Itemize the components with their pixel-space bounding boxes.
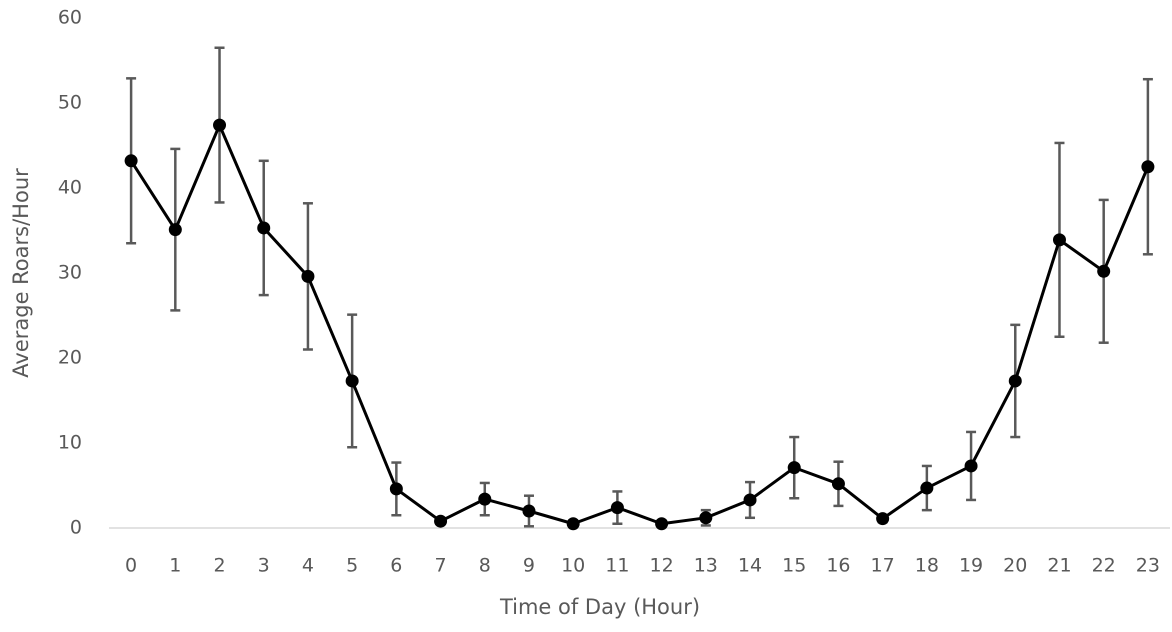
x-tick-label: 15	[782, 555, 806, 577]
point	[301, 269, 315, 283]
x-tick-label: 17	[871, 555, 895, 577]
point	[434, 514, 448, 528]
x-tick-label: 3	[258, 555, 270, 577]
point	[1141, 160, 1155, 174]
y-tick-label: 50	[58, 92, 82, 114]
point	[566, 517, 580, 531]
series-line	[129, 123, 1150, 526]
point	[522, 504, 536, 518]
x-tick-label: 19	[959, 555, 983, 577]
point	[876, 512, 890, 526]
point	[1052, 233, 1066, 247]
y-tick-label: 10	[58, 432, 82, 454]
point	[1097, 264, 1111, 278]
x-tick-label: 23	[1136, 555, 1160, 577]
point	[345, 374, 359, 388]
point	[831, 477, 845, 491]
point	[655, 517, 669, 531]
x-tick-label: 0	[125, 555, 137, 577]
x-tick-label: 20	[1003, 555, 1027, 577]
point	[389, 482, 403, 496]
y-tick-label: 40	[58, 177, 82, 199]
x-tick-label: 1	[169, 555, 181, 577]
x-tick-label: 4	[302, 555, 314, 577]
x-tick-label: 6	[390, 555, 402, 577]
point	[787, 461, 801, 475]
point	[124, 154, 138, 168]
y-tick-label: 60	[58, 7, 82, 29]
y-tick-label: 30	[58, 262, 82, 284]
x-tick-label: 14	[738, 555, 762, 577]
x-tick-label: 8	[479, 555, 491, 577]
point	[213, 118, 227, 132]
x-tick-label: 2	[213, 555, 225, 577]
y-tick-label: 20	[58, 347, 82, 369]
point	[920, 481, 934, 495]
point	[1008, 374, 1022, 388]
x-tick-label: 13	[694, 555, 718, 577]
x-tick-label: 9	[523, 555, 535, 577]
x-tick-label: 21	[1047, 555, 1071, 577]
x-tick-label: 7	[435, 555, 447, 577]
x-tick-label: 16	[826, 555, 850, 577]
x-tick-label: 12	[650, 555, 674, 577]
y-tick-label: 0	[70, 517, 82, 539]
point	[610, 501, 624, 515]
x-tick-label: 11	[605, 555, 629, 577]
point	[699, 511, 713, 525]
y-axis-title: Average Roars/Hour	[9, 168, 33, 378]
x-axis-title: Time of Day (Hour)	[499, 595, 700, 619]
point	[478, 492, 492, 506]
x-tick-label: 22	[1092, 555, 1116, 577]
point	[257, 221, 271, 235]
point	[743, 493, 757, 507]
x-tick-label: 5	[346, 555, 358, 577]
x-tick-label: 10	[561, 555, 585, 577]
x-tick-label: 18	[915, 555, 939, 577]
point	[964, 459, 978, 473]
point	[168, 223, 182, 237]
